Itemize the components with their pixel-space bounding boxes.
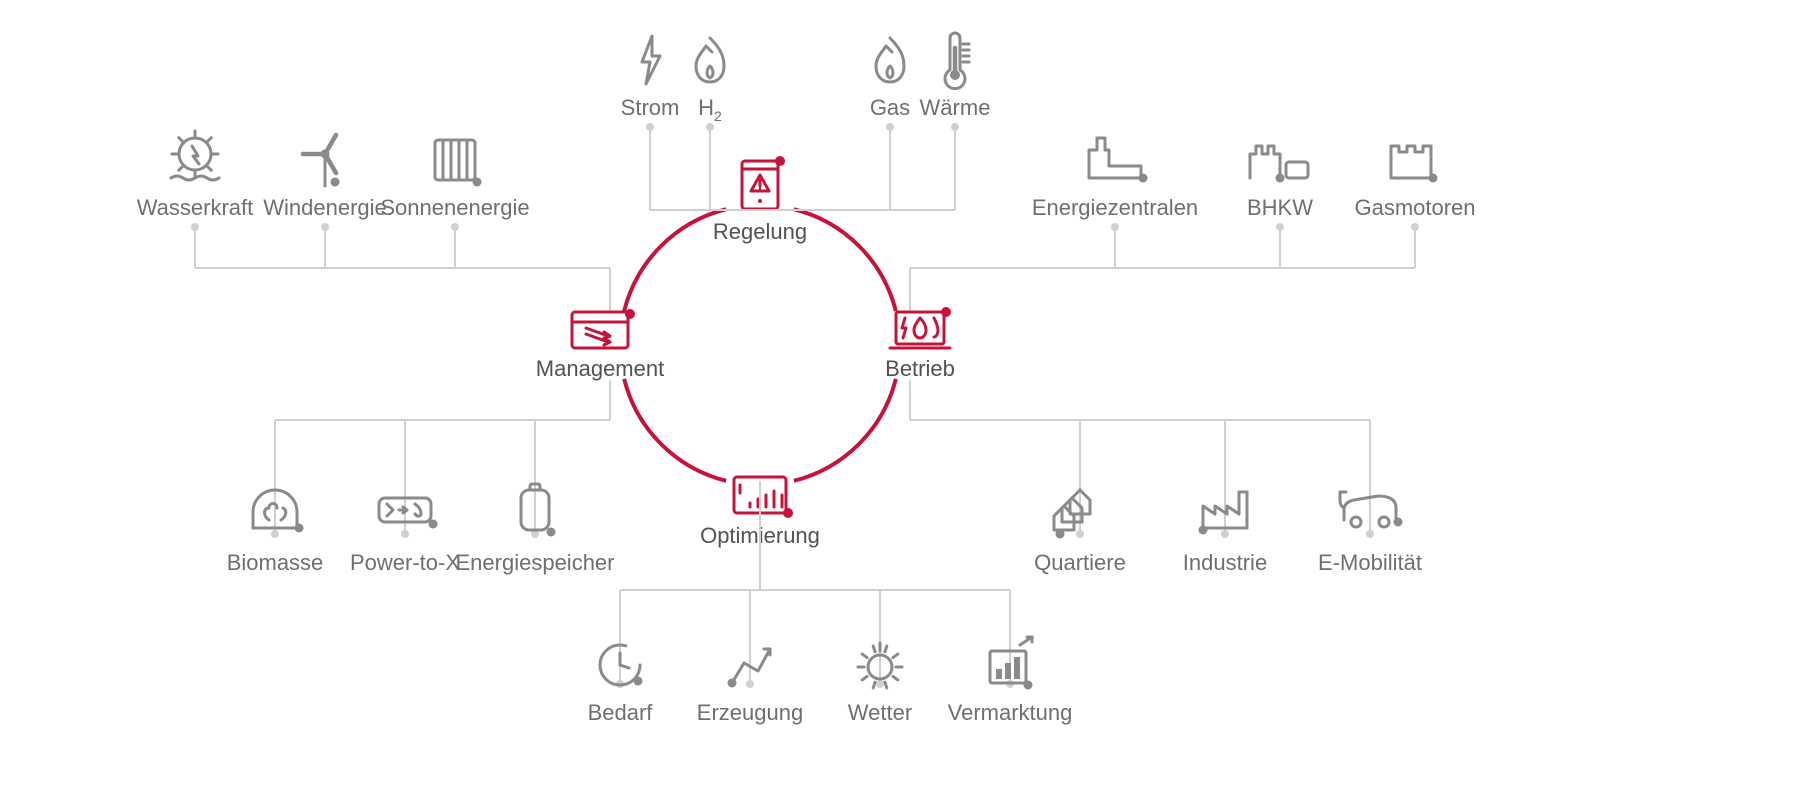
optimize-bars-icon [734, 477, 793, 518]
motor-plant-icon [1391, 146, 1438, 183]
label-top_mid_right-0: Gas [870, 95, 910, 120]
wire-node-dot [1366, 530, 1374, 538]
wire-node-dot [886, 123, 894, 131]
hub-label-left: Management [536, 356, 664, 381]
label-top_left-0: Wasserkraft [137, 195, 254, 220]
label-mid_left-1: Power-to-X [350, 550, 460, 575]
label-bottom-2: Wetter [848, 700, 912, 725]
hub-ring-arc [794, 209, 896, 311]
chart-up-icon [990, 637, 1033, 690]
ev-car-icon [1340, 492, 1403, 527]
wire-node-dot [401, 530, 409, 538]
wind-turbine-icon [303, 135, 340, 187]
flame-icon [876, 38, 904, 82]
label-top_right-1: BHKW [1247, 195, 1313, 220]
flame-icon [696, 38, 724, 82]
card-flow-icon [572, 309, 635, 348]
label-top_mid_right-1: Wärme [920, 95, 991, 120]
label-top_left-1: Windenergie [263, 195, 387, 220]
hub-label-right: Betrieb [885, 356, 955, 381]
hub-label-top: Regelung [713, 219, 807, 244]
biomass-dome-icon [253, 490, 304, 533]
laptop-energy-icon [890, 307, 951, 348]
plant-block-icon [1089, 138, 1148, 183]
wire-node-dot [1411, 223, 1419, 231]
wire-node-dot [746, 680, 754, 688]
wire-node-dot [1076, 530, 1084, 538]
label-bottom-0: Bedarf [588, 700, 654, 725]
hub-node-left: Management [536, 309, 664, 381]
label-top_mid_left-0: Strom [621, 95, 680, 120]
label-mid_right-1: Industrie [1183, 550, 1267, 575]
solar-panel-icon [435, 140, 482, 187]
wire-node-dot [951, 123, 959, 131]
label-mid_right-2: E-Mobilität [1318, 550, 1422, 575]
label-mid_left-2: Energiespeicher [456, 550, 615, 575]
label-bottom-1: Erzeugung [697, 700, 803, 725]
label-top_right-2: Gasmotoren [1354, 195, 1475, 220]
label-top_mid_left-1: H2 [698, 95, 722, 124]
hydro-gear-icon [171, 131, 219, 180]
wire-node-dot [321, 223, 329, 231]
clock-icon [600, 645, 643, 686]
chp-plant-icon [1250, 146, 1308, 183]
wire-node-dot [1221, 530, 1229, 538]
wire-node-dot [271, 530, 279, 538]
hub-ring-arc [624, 379, 726, 481]
hub-node-right: Betrieb [885, 307, 955, 381]
wire-node-dot [191, 223, 199, 231]
hub-node-top: Regelung [713, 156, 807, 244]
wire-node-dot [451, 223, 459, 231]
label-mid_left-0: Biomasse [227, 550, 324, 575]
wire-node-dot [706, 123, 714, 131]
label-top_right-0: Energiezentralen [1032, 195, 1198, 220]
label-mid_right-0: Quartiere [1034, 550, 1126, 575]
label-bottom-3: Vermarktung [948, 700, 1073, 725]
wire-node-dot [1276, 223, 1284, 231]
wire-node-dot [876, 680, 884, 688]
label-top_left-2: Sonnenenergie [380, 195, 529, 220]
thermometer-icon [945, 33, 969, 89]
wire-node-dot [646, 123, 654, 131]
houses-icon [1054, 490, 1090, 539]
wire-node-dot [1111, 223, 1119, 231]
hub-ring-arc [794, 379, 896, 481]
power-to-x-icon [379, 498, 438, 529]
control-panel-icon [742, 156, 785, 209]
hub-ring-arc [624, 209, 726, 311]
factory-icon [1199, 492, 1248, 535]
bolt-icon [642, 36, 660, 84]
battery-icon [521, 484, 556, 537]
